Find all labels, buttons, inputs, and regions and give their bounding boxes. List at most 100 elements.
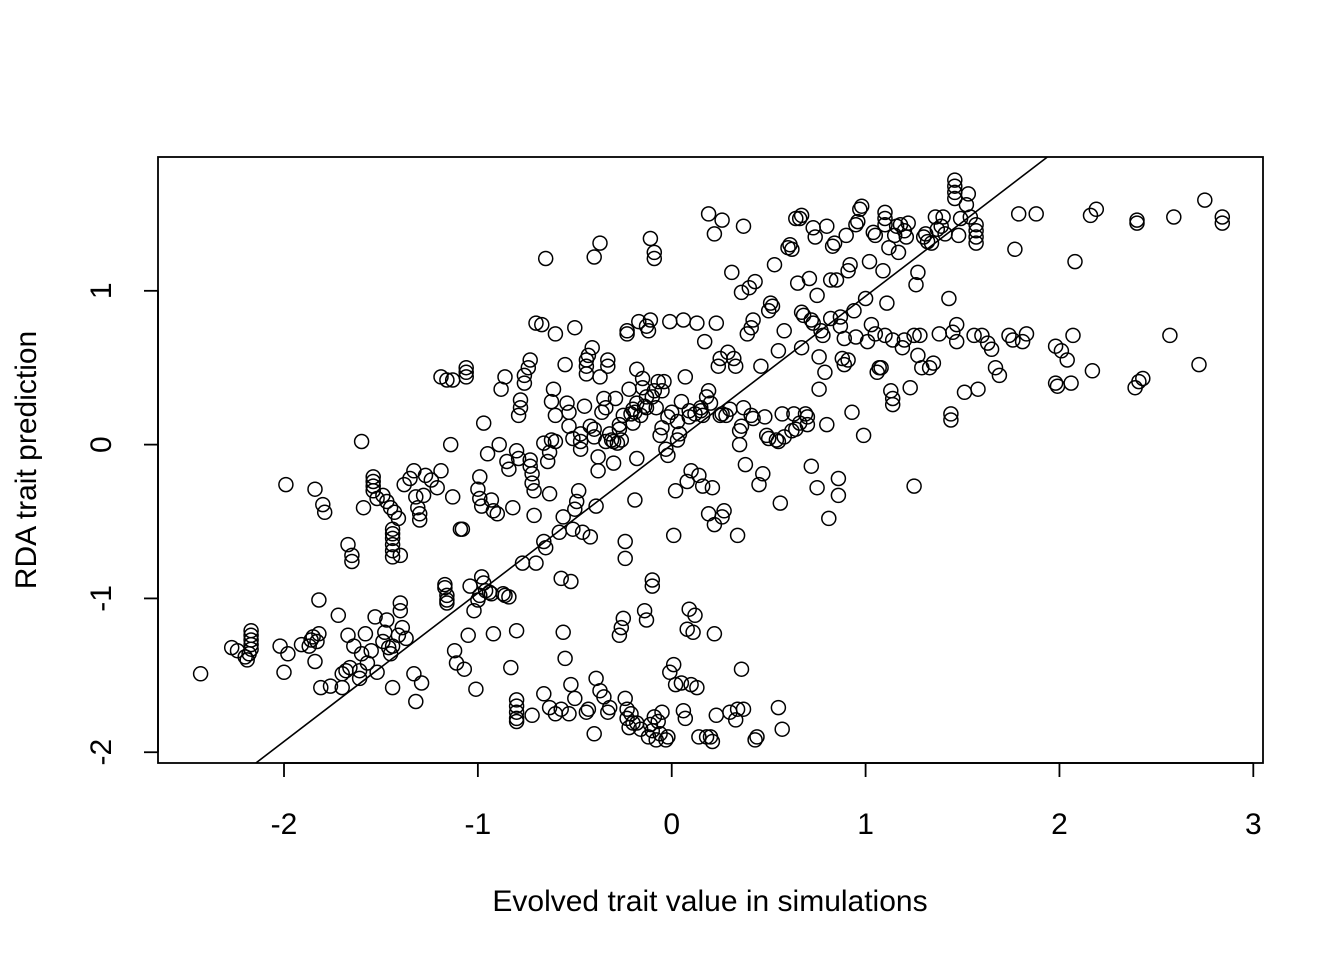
data-point bbox=[1065, 327, 1081, 344]
data-point bbox=[644, 572, 661, 588]
data-point bbox=[563, 573, 579, 590]
data-point bbox=[524, 475, 540, 491]
data-point bbox=[375, 633, 391, 650]
data-point bbox=[613, 619, 630, 636]
data-point bbox=[933, 218, 949, 234]
data-point bbox=[1007, 241, 1023, 258]
data-point bbox=[344, 547, 360, 564]
data-point bbox=[458, 364, 474, 381]
data-point bbox=[968, 235, 984, 251]
data-point bbox=[557, 650, 573, 667]
data-point bbox=[662, 664, 678, 681]
data-point bbox=[470, 481, 486, 497]
data-point bbox=[625, 415, 641, 431]
data-point bbox=[770, 343, 787, 359]
data-point bbox=[793, 339, 810, 356]
data-point bbox=[605, 455, 622, 471]
data-point bbox=[433, 463, 449, 479]
data-point bbox=[762, 295, 779, 311]
data-point bbox=[537, 250, 554, 267]
data-point bbox=[941, 290, 957, 307]
data-point bbox=[906, 327, 922, 344]
data-point bbox=[475, 415, 492, 431]
data-point bbox=[334, 679, 350, 696]
data-point bbox=[685, 624, 701, 641]
data-point bbox=[681, 601, 697, 617]
data-point bbox=[491, 436, 507, 453]
data-point bbox=[838, 227, 854, 244]
data-point bbox=[570, 483, 587, 499]
data-point bbox=[658, 441, 674, 457]
data-point bbox=[704, 733, 721, 750]
data-point bbox=[402, 470, 418, 487]
data-point bbox=[510, 450, 527, 467]
data-point bbox=[693, 399, 709, 416]
data-point bbox=[950, 227, 967, 244]
data-point bbox=[1063, 375, 1079, 391]
data-point bbox=[1067, 253, 1083, 270]
data-point bbox=[411, 512, 428, 528]
x-tick-label: 3 bbox=[1245, 808, 1262, 841]
data-point bbox=[714, 509, 730, 525]
data-point bbox=[541, 486, 558, 502]
data-point bbox=[793, 304, 810, 321]
y-tick-label: 0 bbox=[85, 436, 118, 453]
data-point bbox=[677, 369, 694, 385]
data-point bbox=[962, 209, 979, 225]
data-point bbox=[1197, 192, 1213, 208]
data-point bbox=[638, 612, 655, 628]
data-point bbox=[733, 661, 750, 677]
data-point bbox=[634, 370, 651, 387]
data-point bbox=[710, 358, 727, 374]
data-point bbox=[342, 659, 358, 676]
data-point bbox=[293, 636, 310, 653]
data-point bbox=[553, 701, 569, 717]
data-point bbox=[694, 478, 711, 494]
data-point bbox=[890, 244, 907, 261]
x-tick-label: -2 bbox=[271, 808, 298, 841]
data-point bbox=[543, 432, 560, 448]
data-point bbox=[968, 223, 984, 239]
data-point bbox=[665, 527, 682, 544]
data-point bbox=[1166, 209, 1182, 225]
data-point bbox=[805, 315, 821, 331]
data-point bbox=[315, 496, 331, 513]
data-point bbox=[423, 472, 440, 488]
data-point bbox=[526, 483, 542, 499]
data-point bbox=[439, 595, 455, 611]
data-point bbox=[1053, 343, 1070, 359]
data-point bbox=[392, 547, 409, 564]
data-point bbox=[675, 312, 692, 328]
data-point bbox=[413, 675, 430, 691]
data-point bbox=[966, 327, 982, 344]
data-point bbox=[947, 172, 963, 188]
data-point bbox=[516, 375, 533, 391]
data-point bbox=[553, 570, 569, 587]
data-point bbox=[578, 704, 595, 720]
data-point bbox=[508, 692, 525, 708]
data-point bbox=[853, 198, 870, 214]
data-point bbox=[390, 510, 407, 527]
data-point bbox=[896, 332, 913, 348]
data-point bbox=[824, 238, 841, 254]
data-point bbox=[629, 361, 645, 378]
data-point bbox=[280, 646, 296, 662]
data-point bbox=[772, 495, 789, 511]
data-point bbox=[921, 359, 938, 376]
data-point bbox=[572, 433, 589, 450]
data-point bbox=[861, 253, 878, 270]
data-point bbox=[479, 446, 496, 462]
data-point bbox=[805, 220, 821, 236]
data-point bbox=[1131, 373, 1147, 390]
data-point bbox=[729, 701, 746, 717]
data-point bbox=[960, 186, 977, 202]
data-point bbox=[815, 327, 831, 344]
data-point bbox=[836, 330, 853, 347]
data-point bbox=[408, 693, 424, 710]
data-point bbox=[799, 416, 816, 433]
data-point bbox=[700, 506, 717, 522]
data-point bbox=[809, 479, 825, 496]
data-point bbox=[313, 679, 329, 696]
data-point bbox=[735, 701, 752, 717]
data-point bbox=[677, 710, 694, 727]
